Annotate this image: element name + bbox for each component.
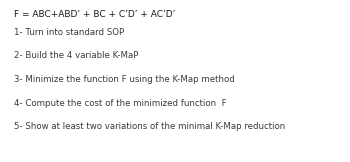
Text: 1- Turn into standard SOP: 1- Turn into standard SOP <box>14 28 124 37</box>
Text: 3- Minimize the function F using the K-Map method: 3- Minimize the function F using the K-M… <box>14 75 235 84</box>
Text: F = ABC+ABD’ + BC + C’D’ + AC’D’: F = ABC+ABD’ + BC + C’D’ + AC’D’ <box>14 10 175 19</box>
Text: 4- Compute the cost of the minimized function  F: 4- Compute the cost of the minimized fun… <box>14 98 227 108</box>
Text: 5- Show at least two variations of the minimal K-Map reduction: 5- Show at least two variations of the m… <box>14 122 285 131</box>
Text: 2- Build the 4 variable K-MaP: 2- Build the 4 variable K-MaP <box>14 52 138 60</box>
